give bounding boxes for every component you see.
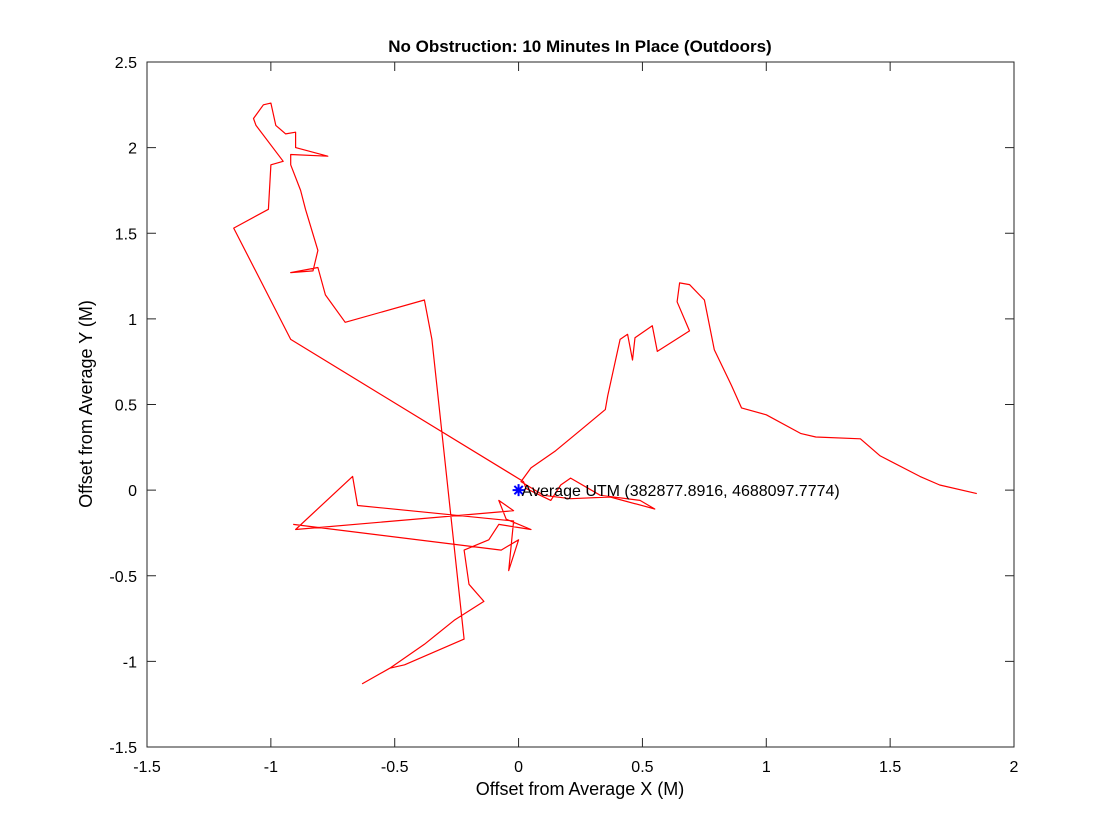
y-axis-label: Offset from Average Y (M) xyxy=(76,300,96,508)
y-tick-label: 2 xyxy=(128,141,137,158)
track-line xyxy=(233,102,977,685)
y-tick-label: -1.5 xyxy=(109,740,137,757)
x-tick-label: -0.5 xyxy=(381,759,409,776)
y-tick-label: -1 xyxy=(123,654,137,671)
y-tick-label: 0.5 xyxy=(115,398,137,415)
annotation: Average UTM (382877.8916, 4688097.7774) xyxy=(522,483,840,500)
chart-title: No Obstruction: 10 Minutes In Place (Out… xyxy=(388,37,771,56)
x-tick-label: 1.5 xyxy=(879,759,901,776)
x-tick-label: 1 xyxy=(762,759,771,776)
y-tick-label: -0.5 xyxy=(109,569,137,586)
x-tick-label: 2 xyxy=(1010,759,1019,776)
marker xyxy=(512,484,525,497)
y-tick-label: 2.5 xyxy=(115,55,137,72)
x-tick-label: 0 xyxy=(514,759,523,776)
x-tick-label: 0.5 xyxy=(631,759,653,776)
y-tick-label: 0 xyxy=(128,483,137,500)
y-tick-label: 1 xyxy=(128,312,137,329)
y-tick-label: 1.5 xyxy=(115,226,137,243)
x-axis-label: Offset from Average X (M) xyxy=(476,779,684,799)
x-tick-label: -1.5 xyxy=(133,759,161,776)
x-tick-label: -1 xyxy=(264,759,278,776)
